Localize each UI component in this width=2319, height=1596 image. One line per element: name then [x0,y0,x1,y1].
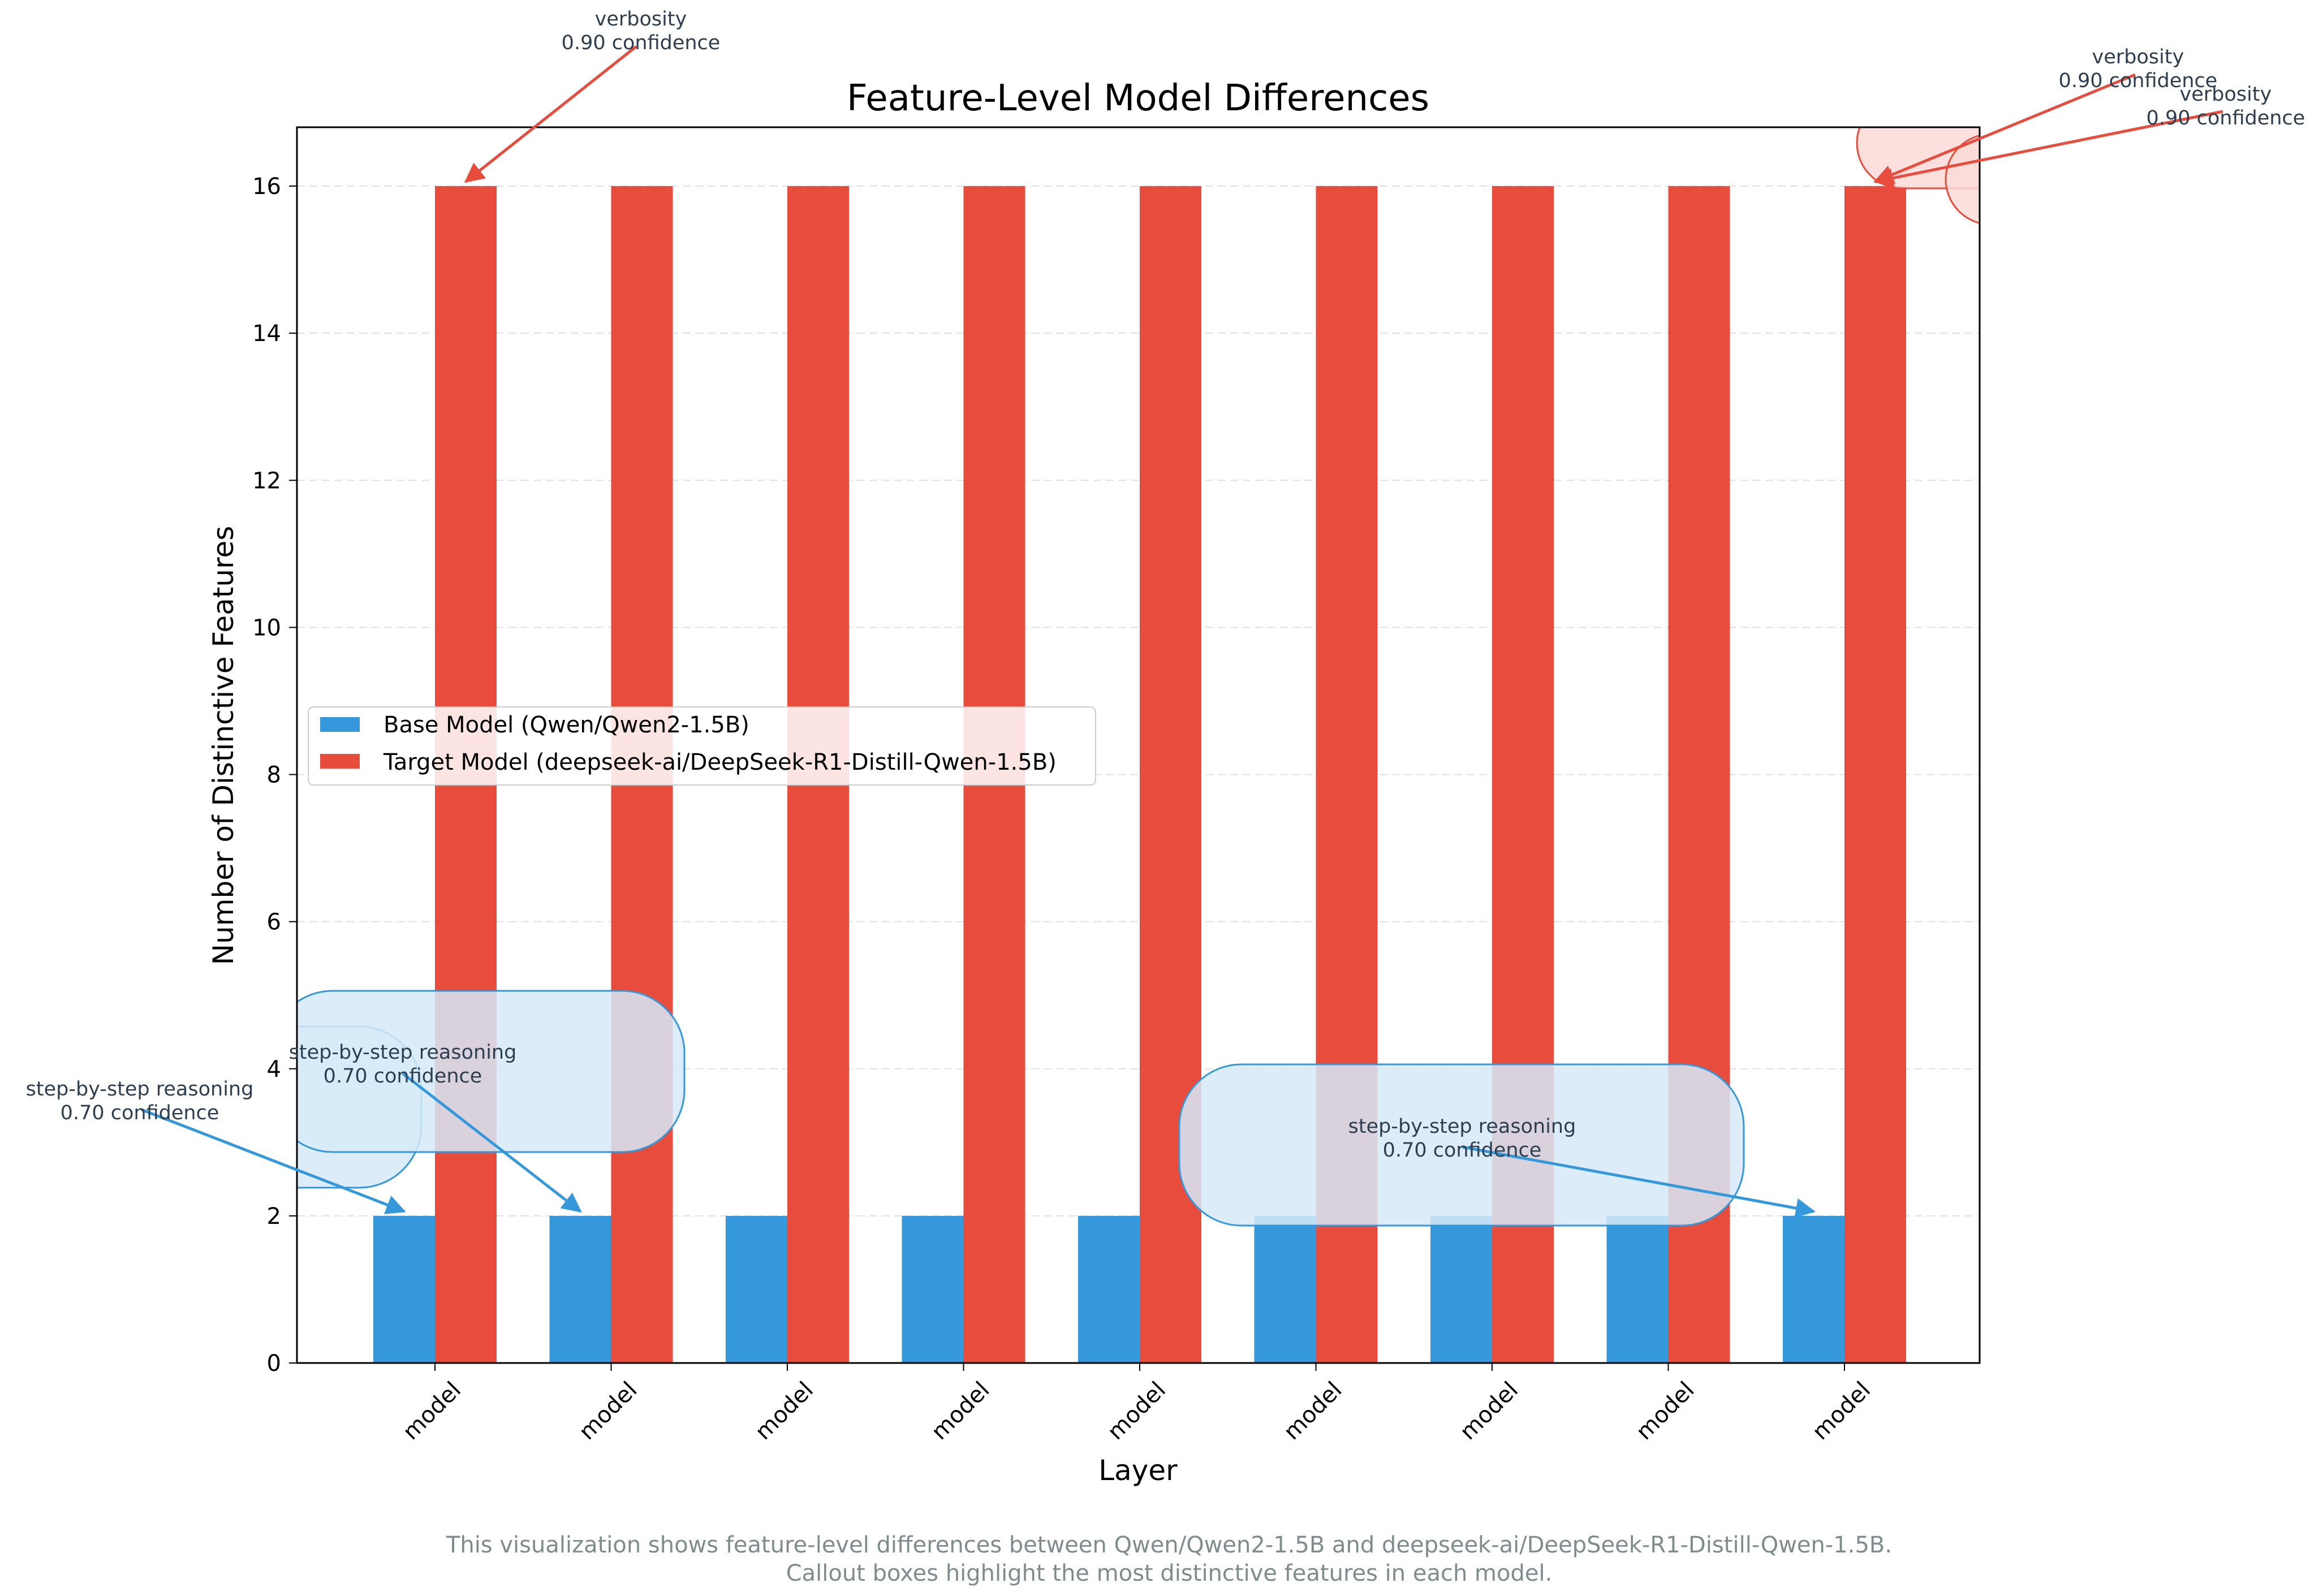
y-tick-label: 16 [252,174,281,200]
chart-title: Feature-Level Model Differences [847,77,1429,119]
bar-base [1606,1215,1669,1363]
x-tick-label: model [574,1377,643,1446]
annotation-text: 0.90 confidence [2146,107,2305,130]
annotation-arrow [464,45,637,183]
bar-base [1783,1215,1844,1363]
annotation-boxes [297,127,1980,1227]
annotation-arrow [402,1072,582,1213]
bar-base [1254,1215,1316,1363]
bar-base [549,1215,611,1363]
x-axis-ticks: model model model model model model model model… [398,1363,1876,1445]
callout-box [1178,1063,1745,1227]
x-tick-label: model [750,1377,818,1446]
annotation-text: 0.70 confidence [61,1102,219,1124]
legend-swatch-target [320,754,360,769]
annotation-text: 0.70 confidence [324,1065,482,1088]
bar-base [726,1215,787,1363]
annotation-text: 0.90 confidence [2059,70,2218,92]
annotation-arrow [1462,1145,1816,1218]
annotation-text: verbosity [595,8,687,31]
x-tick-label: model [1279,1377,1347,1446]
annotation-text: verbosity [2092,46,2184,68]
bar-base [373,1215,435,1363]
x-axis-label: Layer [1098,1454,1178,1487]
bar-base [1078,1215,1140,1363]
x-tick-label: model [1807,1377,1876,1446]
legend-label-base: Base Model (Qwen/Qwen2-1.5B) [383,712,749,738]
y-tick-label: 0 [267,1351,281,1377]
callout-box [1856,127,1980,189]
x-tick-label: model [398,1377,466,1446]
y-tick-label: 8 [267,762,281,788]
y-tick-label: 4 [267,1056,281,1082]
annotation-text: verbosity [2180,83,2272,106]
annotation-arrow [141,1108,406,1214]
bar-base [1430,1215,1492,1363]
x-tick-label: model [1102,1377,1171,1446]
annotation-arrow [1873,110,2223,188]
annotation-text: 0.70 confidence [1383,1139,1542,1162]
annotation-arrow [1873,73,2136,184]
caption-line-1: This visualization shows feature-level d… [446,1532,1892,1558]
annotation-text: step-by-step reasoning [26,1078,254,1101]
y-tick-label: 14 [252,321,281,347]
annotation-text: step-by-step reasoning [289,1041,517,1064]
y-tick-label: 6 [267,909,281,935]
bar-target [1844,186,1906,1363]
legend-swatch-base [320,717,360,732]
x-tick-label: model [926,1377,995,1446]
y-tick-label: 10 [252,615,281,641]
legend-label-target: Target Model (deepseek-ai/DeepSeek-R1-Di… [383,749,1057,775]
annotation-text: step-by-step reasoning [1348,1115,1576,1138]
y-tick-label: 12 [252,468,281,494]
callout-box [1945,135,1980,224]
callout-box [297,990,686,1153]
legend: Base Model (Qwen/Qwen2-1.5B) Target Mode… [308,706,1096,786]
caption-line-2: Callout boxes highlight the most distinc… [786,1560,1553,1586]
y-axis-ticks: 0 2 4 6 8 10 12 14 16 [252,174,297,1377]
legend-frame [308,706,1096,786]
y-tick-label: 2 [267,1204,281,1230]
annotation-text: 0.90 confidence [562,32,721,54]
bar-base [902,1215,964,1363]
y-axis-label: Number of Distinctive Features [207,526,240,965]
x-tick-label: model [1631,1377,1700,1446]
plot-frame [296,126,1981,1364]
x-tick-label: model [1455,1377,1523,1446]
